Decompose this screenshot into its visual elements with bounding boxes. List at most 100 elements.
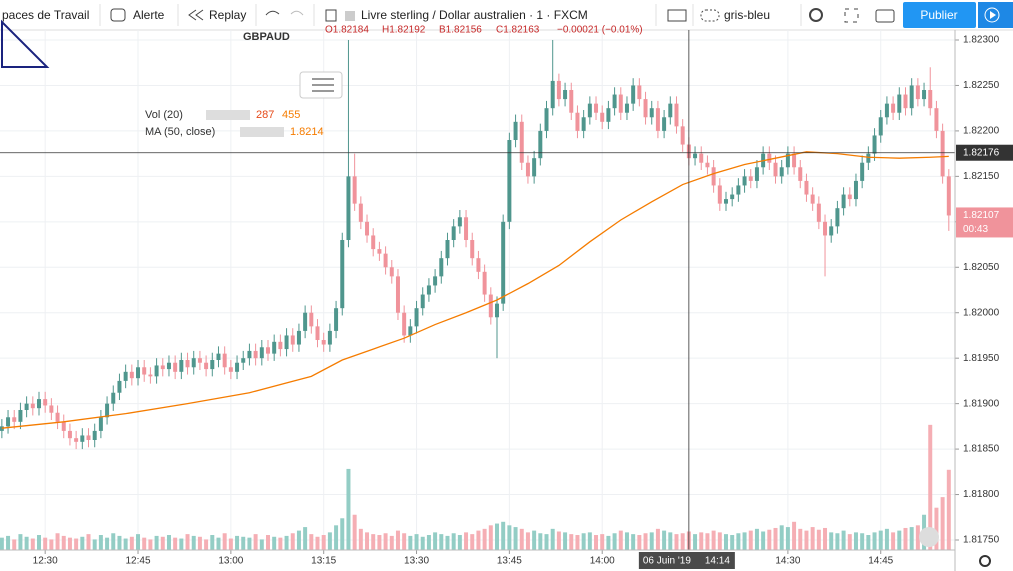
candle-body bbox=[810, 194, 815, 204]
volume-bar bbox=[408, 535, 413, 550]
publish-bg[interactable] bbox=[903, 2, 976, 28]
candle-body bbox=[897, 94, 902, 113]
candle-body bbox=[643, 99, 648, 118]
candle-body bbox=[538, 130, 543, 159]
candle-body bbox=[216, 353, 221, 360]
volume-bar bbox=[532, 530, 537, 550]
volume-bar bbox=[197, 536, 202, 550]
candle-body bbox=[166, 362, 171, 370]
candle-body bbox=[705, 162, 710, 168]
candle-body bbox=[321, 340, 326, 345]
settings-icon[interactable] bbox=[809, 8, 823, 22]
ohlc-close: C1.82163 bbox=[496, 25, 540, 36]
snapshot-icon[interactable] bbox=[875, 9, 895, 23]
volume-bar bbox=[798, 528, 803, 550]
candle-body bbox=[878, 117, 883, 136]
scroll-button[interactable] bbox=[919, 527, 939, 547]
volume-bar bbox=[61, 535, 66, 550]
volume-bar bbox=[420, 536, 425, 550]
indicator-icons[interactable] bbox=[206, 110, 250, 120]
volume-bar bbox=[173, 537, 178, 550]
indicator-value: 287 bbox=[256, 109, 274, 121]
candle-body bbox=[457, 217, 462, 227]
x-tick-label: 13:00 bbox=[218, 556, 243, 567]
axis-settings-icon[interactable] bbox=[979, 555, 991, 567]
candle-body bbox=[637, 85, 642, 100]
candle-body bbox=[253, 350, 258, 359]
workspaces-button[interactable]: paces de Travail bbox=[2, 8, 89, 22]
volume-bar bbox=[940, 497, 945, 550]
volume-bar bbox=[154, 535, 159, 550]
candle-body bbox=[792, 153, 797, 168]
last-price-bg bbox=[956, 207, 1013, 238]
y-tick-label: 1.81850 bbox=[963, 444, 1000, 455]
indicator-icons[interactable] bbox=[240, 127, 284, 137]
alert-icon bbox=[110, 8, 126, 22]
candle-body bbox=[581, 117, 586, 131]
play-icon[interactable] bbox=[984, 7, 1000, 23]
candle-body bbox=[575, 112, 580, 131]
volume-bar bbox=[631, 534, 636, 550]
candle-body bbox=[847, 194, 852, 200]
candle-body bbox=[482, 271, 487, 295]
y-tick-label: 1.81950 bbox=[963, 353, 1000, 364]
drawing-triangle[interactable] bbox=[1, 19, 50, 68]
candle-body bbox=[30, 403, 35, 409]
candle-body bbox=[513, 121, 518, 140]
volume-bar bbox=[426, 535, 431, 550]
candle-body bbox=[210, 360, 215, 370]
candle-body bbox=[173, 362, 178, 372]
theme-button[interactable]: gris-bleu bbox=[724, 8, 770, 22]
volume-bar bbox=[55, 533, 60, 550]
candle-body bbox=[649, 108, 654, 118]
volume-bar bbox=[649, 532, 654, 550]
volume-bar bbox=[575, 535, 580, 550]
crosshair-time: 14:14 bbox=[705, 556, 730, 567]
candle-body bbox=[61, 421, 66, 431]
volume-bar bbox=[903, 527, 908, 550]
toolbar-bg bbox=[0, 0, 1013, 30]
volume-bar bbox=[643, 533, 648, 550]
fullscreen-icon[interactable] bbox=[844, 8, 859, 23]
volume-bar bbox=[210, 535, 215, 550]
volume-bar bbox=[488, 525, 493, 550]
volume-bar bbox=[80, 536, 85, 550]
layout-icon[interactable] bbox=[667, 9, 687, 22]
symbol-button[interactable]: Livre sterling / Dollar australien · 1 ·… bbox=[361, 8, 588, 22]
candle-body bbox=[680, 126, 685, 145]
ohlc-open: O1.82184 bbox=[325, 25, 369, 36]
redo-icon[interactable] bbox=[290, 10, 304, 16]
replay-button[interactable]: Replay bbox=[209, 8, 246, 22]
candle-body bbox=[92, 430, 97, 440]
volume-bar bbox=[724, 534, 728, 550]
candle-body bbox=[197, 358, 202, 363]
volume-bar bbox=[30, 538, 35, 550]
x-tick-label: 14:45 bbox=[868, 556, 893, 567]
candle-body bbox=[55, 412, 60, 422]
candle-body bbox=[693, 153, 698, 159]
volume-bar bbox=[18, 534, 23, 550]
publish-button[interactable]: Publier bbox=[920, 8, 957, 22]
volume-bar bbox=[383, 533, 388, 550]
indicator-value: 455 bbox=[282, 109, 300, 121]
alert-button[interactable]: Alerte bbox=[133, 8, 165, 22]
volume-bar bbox=[624, 532, 629, 550]
undo-icon[interactable] bbox=[265, 10, 280, 16]
candle-body bbox=[563, 90, 568, 100]
candle-body bbox=[655, 108, 660, 131]
candle-body bbox=[222, 353, 227, 368]
volume-bar bbox=[253, 534, 258, 550]
candle-body bbox=[315, 326, 320, 340]
candle-body bbox=[334, 308, 339, 331]
ohlc-bid: B1.82156 bbox=[439, 25, 482, 36]
candle-body bbox=[389, 267, 394, 277]
volume-bar bbox=[247, 537, 252, 550]
volume-bar bbox=[581, 533, 586, 550]
volume-bar bbox=[395, 530, 400, 550]
candle-body bbox=[346, 176, 351, 240]
candle-body bbox=[724, 199, 728, 204]
candle-body bbox=[872, 135, 877, 154]
candle-body bbox=[736, 185, 741, 195]
